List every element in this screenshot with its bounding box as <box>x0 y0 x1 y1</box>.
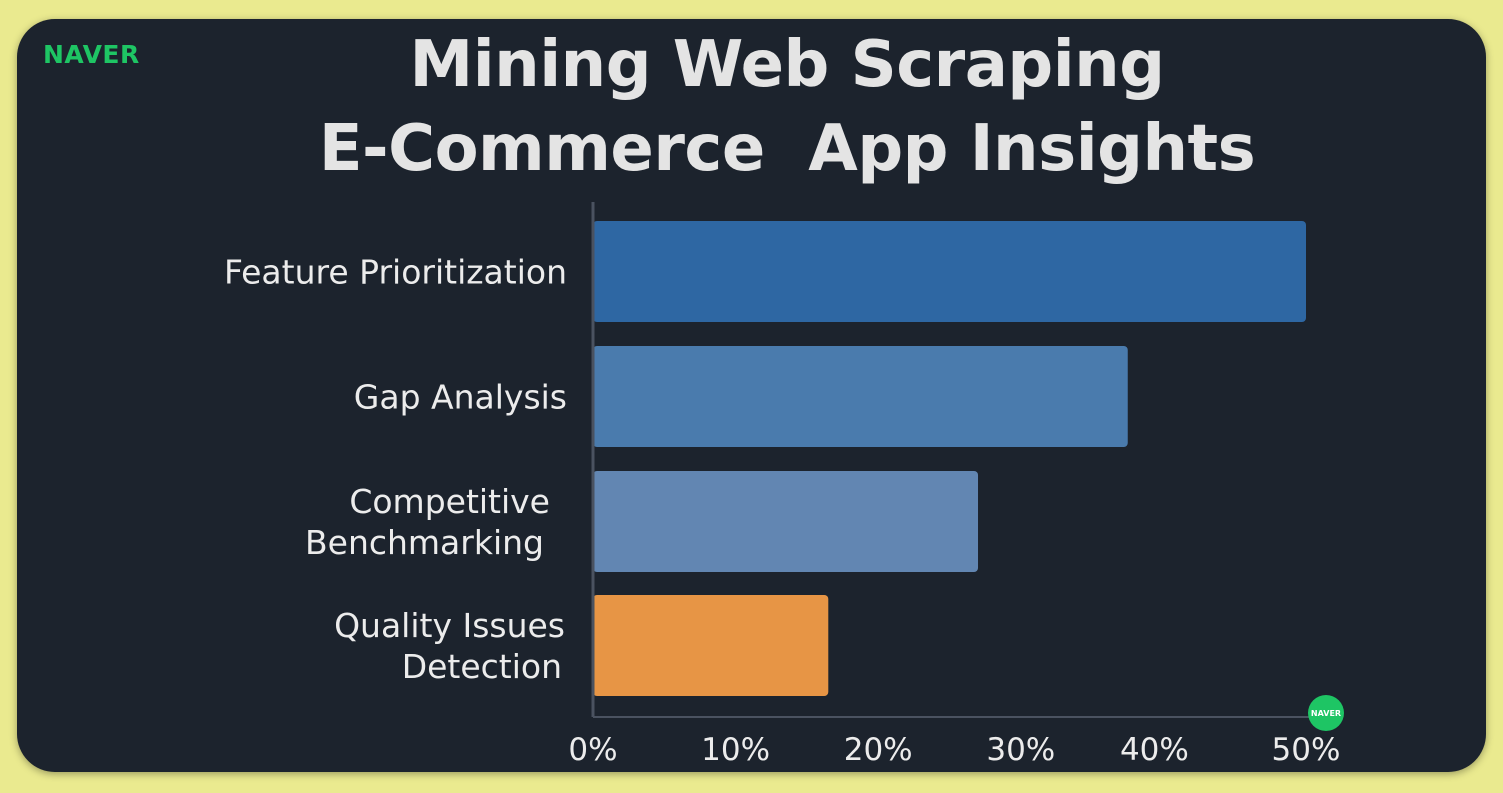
x-tick-label-4: 30% <box>986 732 1055 768</box>
x-tick-label-1: 0% <box>568 732 617 768</box>
chart-card: NAVER Mining Web Scraping E-Commerce App… <box>17 19 1486 772</box>
x-tick-label-2: 10% <box>701 732 770 768</box>
category-label-3: Competitive Benchmarking <box>305 482 550 562</box>
naver-badge <box>1308 695 1344 731</box>
category-label-1-line-1: Feature Prioritization <box>224 253 567 292</box>
chart-title: Mining Web Scraping E-Commerce App Insig… <box>17 23 1486 191</box>
bar-2 <box>593 346 1128 447</box>
chart-title-line-2: E-Commerce App Insights <box>318 112 1256 186</box>
bar-3 <box>593 471 979 572</box>
x-tick-label-6: 50% <box>1272 732 1341 768</box>
category-label-3-line-2: Benchmarking <box>305 523 544 562</box>
category-label-4-line-1: Quality Issues <box>334 606 565 645</box>
x-tick-label-5: 40% <box>1120 732 1189 768</box>
category-label-4-line-2: Detection <box>402 647 562 686</box>
naver-logo: NAVER <box>43 40 140 69</box>
category-label-2-line-1: Gap Analysis <box>354 378 567 417</box>
category-label-2: Gap Analysis <box>354 378 567 417</box>
category-label-1: Feature Prioritization <box>224 253 567 292</box>
category-label-4: Quality Issues Detection <box>334 606 565 686</box>
bar-1 <box>593 221 1306 322</box>
x-tick-label-3: 20% <box>844 732 913 768</box>
bar-4 <box>593 595 829 696</box>
bar-chart: Feature Prioritization Gap Analysis Compet… <box>224 202 1344 768</box>
chart-title-line-1: Mining Web Scraping <box>409 28 1166 102</box>
naver-badge-text: NAVER <box>1311 709 1341 718</box>
category-label-3-line-1: Competitive <box>349 482 550 521</box>
